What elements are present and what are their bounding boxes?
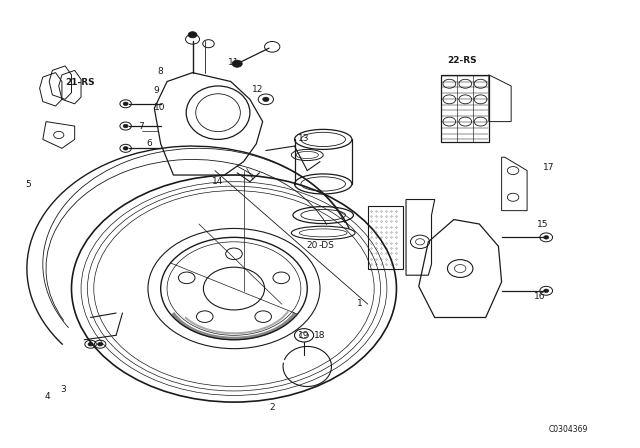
Text: 14: 14 bbox=[212, 177, 223, 186]
Circle shape bbox=[88, 342, 93, 346]
Text: 20: 20 bbox=[306, 241, 317, 250]
Text: 15: 15 bbox=[537, 220, 548, 228]
Text: 6: 6 bbox=[147, 139, 152, 148]
Circle shape bbox=[543, 289, 548, 293]
Text: -DS: -DS bbox=[319, 241, 335, 250]
Circle shape bbox=[123, 146, 128, 150]
Text: 11: 11 bbox=[228, 58, 239, 67]
Text: 4: 4 bbox=[45, 392, 51, 401]
Text: 7: 7 bbox=[138, 121, 144, 130]
Text: 5: 5 bbox=[26, 181, 31, 190]
Text: 3: 3 bbox=[61, 385, 67, 394]
Circle shape bbox=[98, 342, 102, 346]
Text: 10: 10 bbox=[154, 103, 166, 112]
Text: 21-RS: 21-RS bbox=[65, 78, 95, 87]
Text: 17: 17 bbox=[543, 163, 554, 172]
Text: 19: 19 bbox=[298, 331, 310, 340]
Text: C0304369: C0304369 bbox=[548, 425, 588, 434]
Circle shape bbox=[123, 124, 128, 128]
Text: 2: 2 bbox=[269, 403, 275, 412]
Text: 22-RS: 22-RS bbox=[447, 56, 477, 65]
Circle shape bbox=[232, 60, 243, 67]
Text: 9: 9 bbox=[153, 86, 159, 95]
Circle shape bbox=[123, 102, 128, 106]
Circle shape bbox=[262, 97, 269, 102]
Circle shape bbox=[543, 236, 548, 239]
Text: 12: 12 bbox=[252, 85, 263, 94]
Circle shape bbox=[188, 32, 197, 38]
Text: 1: 1 bbox=[357, 299, 363, 308]
Text: 16: 16 bbox=[534, 292, 546, 301]
Text: 18: 18 bbox=[314, 331, 325, 340]
Text: 13: 13 bbox=[298, 134, 309, 143]
Text: 8: 8 bbox=[157, 67, 163, 76]
